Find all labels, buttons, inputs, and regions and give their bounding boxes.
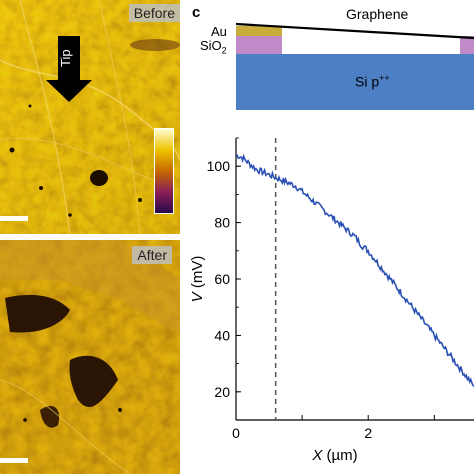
- y-tick-label: 60: [214, 271, 230, 287]
- y-tick-label: 100: [207, 158, 231, 174]
- x-tick-label: 0: [232, 425, 240, 441]
- after-label: After: [132, 246, 172, 264]
- afm-after-panel: After: [0, 240, 180, 474]
- y-tick-label: 20: [214, 384, 230, 400]
- x-tick-label: 2: [364, 425, 372, 441]
- si-substrate: [236, 54, 474, 110]
- before-label: Before: [128, 4, 180, 22]
- au-label: Au: [211, 24, 227, 39]
- graphene-label: Graphene: [346, 6, 409, 22]
- afm-after-image: [0, 240, 180, 474]
- sio2-label: SiO2: [200, 38, 227, 56]
- series-line: [236, 153, 474, 387]
- scale-bar: [0, 458, 28, 463]
- y-axis-label: V (mV): [189, 256, 206, 303]
- afm-before-image: [0, 0, 180, 234]
- x-axis-label: X (µm): [311, 447, 357, 464]
- damage-region: [5, 294, 70, 333]
- au-electrode: [236, 26, 282, 36]
- si-label: Si p++: [355, 73, 390, 90]
- graphene-sheet: [235, 22, 474, 40]
- afm-before-panel: Before Tip: [0, 0, 180, 234]
- potential-chart: 20 40 60 80 100 0 2 X (µm) V (mV): [189, 137, 474, 464]
- y-tick-label: 40: [214, 327, 230, 343]
- particle: [90, 170, 108, 186]
- sio2-left: [236, 36, 282, 54]
- colorbar: [154, 128, 174, 214]
- tip-label: Tip: [58, 49, 73, 67]
- device-schematic: [235, 22, 474, 110]
- panel-letter: c: [192, 4, 201, 21]
- sio2-right: [460, 36, 474, 54]
- tip-arrow-icon: [46, 36, 92, 102]
- scale-bar: [0, 216, 28, 221]
- y-tick-label: 80: [214, 215, 230, 231]
